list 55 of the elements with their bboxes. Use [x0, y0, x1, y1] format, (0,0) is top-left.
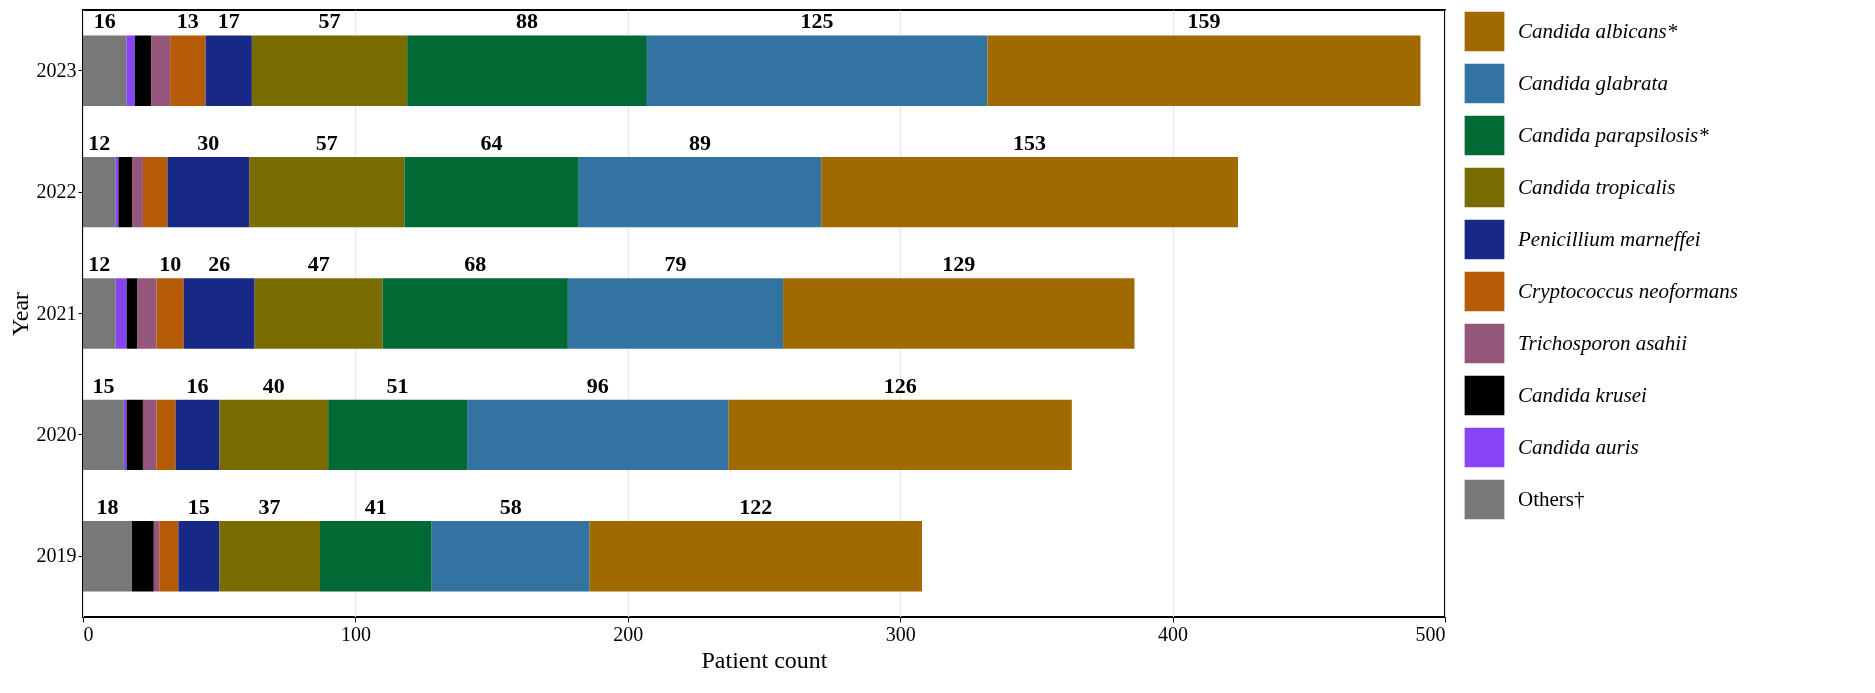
legend-label: Candida krusei: [1518, 382, 1648, 407]
data-label: 122: [739, 494, 773, 520]
data-label: 159: [1187, 8, 1221, 34]
y-tick-label: 2021: [36, 301, 77, 324]
data-label: 96: [586, 372, 609, 398]
data-label: 89: [688, 129, 711, 155]
x-tick-label: 0: [83, 622, 94, 645]
legend-label: Trichosporon asahii: [1518, 330, 1688, 355]
legend-label: Candida auris: [1518, 434, 1639, 459]
data-label: 153: [1013, 129, 1047, 155]
data-label: 16: [93, 8, 116, 34]
data-label: 37: [258, 494, 281, 520]
data-label: 57: [318, 8, 341, 34]
legend-label: Candida albicans*: [1518, 18, 1678, 43]
legend-label: Cryptococcus neoformans: [1518, 278, 1738, 303]
x-tick-label: 500: [1415, 622, 1446, 645]
x-tick-label: 200: [613, 622, 644, 645]
y-axis-title: Year: [6, 291, 33, 337]
data-label: 88: [516, 8, 539, 34]
data-label: 10: [159, 251, 182, 277]
y-tick-label: 2020: [36, 422, 77, 445]
data-label: 57: [315, 129, 338, 155]
y-tick-label: 2023: [36, 58, 77, 81]
data-label: 68: [464, 251, 487, 277]
legend-label: Others†: [1518, 486, 1585, 511]
data-label: 47: [307, 251, 330, 277]
data-label: 125: [800, 8, 834, 34]
data-label: 41: [364, 494, 387, 520]
y-tick-label: 2019: [36, 544, 77, 567]
data-label: 12: [88, 129, 111, 155]
legend-label: Candida parapsilosis*: [1518, 122, 1710, 147]
legend-label: Penicillium marneffei: [1517, 226, 1701, 251]
x-axis-title: Patient count: [701, 646, 828, 673]
data-label: 12: [88, 251, 111, 277]
data-label: 16: [186, 372, 209, 398]
data-label: 129: [942, 251, 976, 277]
data-label: 18: [96, 494, 119, 520]
x-tick-label: 100: [340, 622, 371, 645]
data-label: 30: [197, 129, 220, 155]
data-label: 58: [499, 494, 522, 520]
data-label: 40: [262, 372, 285, 398]
y-tick-label: 2022: [36, 180, 77, 203]
data-label: 15: [187, 494, 210, 520]
data-label: 17: [217, 8, 240, 34]
data-label: 13: [176, 8, 199, 34]
data-label: 79: [664, 251, 687, 277]
data-label: 64: [480, 129, 503, 155]
x-tick-label: 400: [1158, 622, 1189, 645]
x-tick-label: 300: [885, 622, 916, 645]
legend-label: Candida glabrata: [1518, 70, 1668, 95]
data-label: 15: [92, 372, 115, 398]
data-label: 26: [208, 251, 231, 277]
data-label: 51: [386, 372, 409, 398]
legend-label: Candida tropicalis: [1518, 174, 1676, 199]
data-label: 126: [883, 372, 917, 398]
